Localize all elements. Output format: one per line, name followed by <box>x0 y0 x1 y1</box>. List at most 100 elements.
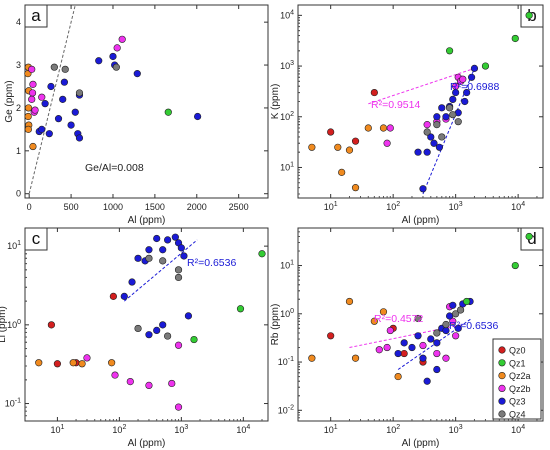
data-point-qz2b <box>174 341 183 349</box>
data-point-qz2a <box>345 297 354 306</box>
data-point-qz3 <box>145 331 153 339</box>
data-point-qz3 <box>445 312 454 320</box>
data-point-qz2b <box>386 326 394 335</box>
plot-frame <box>297 4 544 199</box>
data-point-qz0 <box>109 292 117 300</box>
panel-letter-box <box>520 227 544 251</box>
x-tick-label: 103 <box>449 201 463 212</box>
data-point-qz3 <box>54 115 63 123</box>
data-point-qz4 <box>438 133 446 141</box>
data-point-qz3 <box>153 326 161 334</box>
data-point-qz3 <box>408 343 416 352</box>
data-point-qz1 <box>511 261 519 270</box>
legend-label: Qz1 <box>509 358 526 368</box>
data-point-qz3 <box>427 133 435 141</box>
data-point-qz4 <box>112 63 120 71</box>
y-axis-label: Ge (ppm) <box>4 80 15 122</box>
data-point-qz3 <box>461 97 469 106</box>
legend-marker-qz0 <box>498 346 506 354</box>
panel-c: 101 102 103 104 10-1 100 101 Al (ppm) Li (ppm) c R… <box>0 227 269 449</box>
data-point-qz3 <box>171 233 179 241</box>
data-point-qz3 <box>75 134 84 142</box>
data-point-qz4 <box>433 121 441 129</box>
data-point-qz0 <box>53 360 62 368</box>
data-point-qz2b <box>375 346 383 354</box>
x-tick-label: 0 <box>27 202 32 212</box>
data-point-qz2b <box>433 349 441 358</box>
data-point-qz4 <box>174 273 183 282</box>
data-point-qz1 <box>463 297 471 306</box>
data-point-qz1 <box>164 108 172 116</box>
data-point-qz2b <box>38 93 46 101</box>
x-axis-label: Al (ppm) <box>402 215 440 226</box>
data-point-qz2b <box>168 379 176 388</box>
y-tick-label: 100 <box>7 319 21 330</box>
data-point-qz3 <box>419 185 427 193</box>
data-point-qz2a <box>370 317 378 325</box>
y-tick-label: 102 <box>280 111 294 122</box>
data-point-qz4 <box>174 266 183 274</box>
data-point-qz3 <box>394 349 402 358</box>
data-point-qz3 <box>435 143 444 151</box>
data-point-qz4 <box>159 257 167 265</box>
y-tick-label: 10-1 <box>5 398 21 409</box>
data-point-qz3 <box>423 148 431 156</box>
data-point-qz1 <box>525 232 533 241</box>
data-point-qz2a <box>35 359 43 367</box>
data-point-qz4 <box>454 118 462 126</box>
y-tick-label: 3 <box>16 60 21 70</box>
trend-line <box>28 5 76 194</box>
data-point-qz3 <box>452 88 460 97</box>
y-tick-label: 2 <box>16 103 21 113</box>
y-tick-label: 100 <box>280 308 294 319</box>
data-point-qz2a <box>364 124 372 132</box>
data-point-qz2a <box>345 146 354 154</box>
data-point-qz2b <box>419 341 427 350</box>
x-tick-label: 104 <box>236 424 250 435</box>
data-point-qz0 <box>327 332 335 340</box>
data-point-qz2a <box>69 359 77 367</box>
data-point-qz0 <box>370 88 378 97</box>
legend: Qz0 Qz1 Qz2a Qz2b Qz3 Qz4 <box>492 338 542 420</box>
data-point-qz2a <box>308 143 316 151</box>
data-point-qz2b <box>383 139 391 147</box>
data-point-qz4 <box>164 332 172 340</box>
trend-line <box>123 239 198 302</box>
y-axis-label: Li (ppm) <box>0 306 8 343</box>
data-point-qz3 <box>159 246 167 254</box>
data-point-qz2b <box>452 332 460 340</box>
data-point-qz3 <box>59 95 67 103</box>
data-point-qz3 <box>133 70 141 78</box>
data-point-qz1 <box>258 250 266 258</box>
data-point-qz1 <box>190 335 198 344</box>
data-point-qz4 <box>134 324 142 333</box>
x-tick-label: 101 <box>324 424 338 435</box>
x-tick-label: 104 <box>511 201 525 212</box>
x-axis-label: Al (ppm) <box>128 438 166 449</box>
x-tick-label: 102 <box>386 201 400 212</box>
data-point-qz2a <box>24 125 32 133</box>
data-point-qz2a <box>379 124 388 132</box>
data-point-qz2a <box>338 168 346 176</box>
data-point-qz3 <box>71 108 79 116</box>
data-point-qz3 <box>427 335 435 343</box>
r-squared-annotation: R²=0.6988 <box>450 81 499 93</box>
data-point-qz3 <box>109 52 117 61</box>
data-point-qz3 <box>134 254 142 262</box>
panel-letter-box <box>24 227 48 251</box>
data-point-qz2b <box>113 44 121 52</box>
data-point-qz4 <box>50 63 58 71</box>
y-axis-label: K (ppm) <box>270 84 281 120</box>
data-point-qz2b <box>83 354 91 362</box>
data-point-qz3 <box>159 321 167 329</box>
r-squared-annotation: Ge/Al=0.008 <box>85 162 144 174</box>
y-tick-label: 101 <box>280 260 294 271</box>
data-point-qz2b <box>174 403 183 411</box>
data-point-qz3 <box>47 82 55 91</box>
data-point-qz2b <box>386 124 394 132</box>
data-point-qz3 <box>414 148 422 156</box>
data-point-qz3 <box>38 125 46 133</box>
x-tick-label: 2000 <box>187 202 207 212</box>
data-point-qz0 <box>351 137 360 145</box>
legend-label: Qz4 <box>509 410 526 420</box>
